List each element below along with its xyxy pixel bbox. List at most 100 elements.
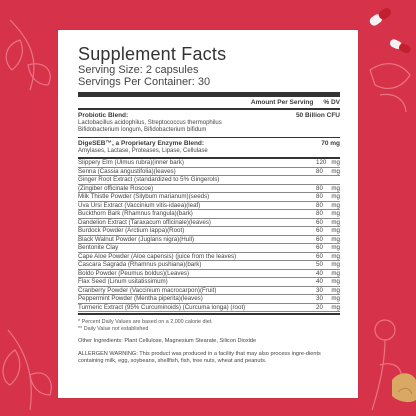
ingredient-amount: 60 mg	[316, 219, 340, 227]
ingredient-amount: 60 mg	[316, 236, 340, 244]
enzyme-list: Amylases, Lactase, Proteases, Lipase, Ce…	[78, 147, 208, 154]
ingredient-unit: mg	[331, 244, 340, 252]
ingredient-name: Uva Ursi Extract (Vaccinium vitis-idaea)…	[78, 201, 201, 209]
ingredient-qty: 60	[316, 252, 323, 260]
footnote-daily-values: * Percent Daily Values are based on a 2,…	[78, 319, 213, 326]
ingredient-unit: mg	[331, 201, 340, 209]
ingredient-qty: 60	[316, 235, 323, 243]
ingredient-amount: 80 mg	[316, 168, 340, 176]
ingredient-row: Burdock Powder (Arctium lappa)(Root) 60 mg	[78, 227, 340, 236]
ingredient-row: Peppermint Powder (Mentha piperita)(leav…	[78, 295, 340, 304]
dv-header: % DV	[323, 99, 340, 106]
ingredient-amount	[316, 176, 340, 184]
panel-content: Supplement Facts Serving Size: 2 capsule…	[78, 44, 340, 365]
ingredient-qty: 40	[316, 269, 323, 277]
ingredient-amount: 20 mg	[316, 304, 340, 312]
ingredient-unit: mg	[331, 303, 340, 311]
ingredient-row: Buckthorn Bark (Rhamnus frangula)(bark) 8…	[78, 210, 340, 219]
probiotic-blend-name: Probiotic Blend:	[78, 112, 129, 119]
ingredient-unit: mg	[331, 227, 340, 235]
enzyme-blend-amount: 70 mg	[321, 139, 340, 147]
supplement-facts-panel: Supplement Facts Serving Size: 2 capsule…	[58, 30, 358, 398]
capsule-icon	[369, 8, 392, 26]
ingredient-unit: mg	[331, 167, 340, 175]
ingredient-name: Bentonite Clay	[78, 244, 119, 252]
ingredient-name: Cascara Sagrada (Rhamnus pushiana)(bark)	[78, 261, 202, 269]
ingredient-row: Uva Ursi Extract (Vaccinium vitis-idaea)…	[78, 202, 340, 211]
ingredient-unit: mg	[331, 159, 340, 167]
ginger-sketch-top-right	[369, 63, 411, 113]
ginger-root-icon	[392, 373, 416, 403]
ingredient-name: Black Walnut Powder (Juglans nigra)(Hull…	[78, 235, 195, 243]
ingredient-name: Flax Seed (Linum usitatissimum)	[78, 278, 168, 286]
ingredient-row: Senna (Cassia angustifolia)(leaves) 80 mg	[78, 168, 340, 177]
ingredient-row: Dandelion Extract (Taraxacum officinale)…	[78, 219, 340, 228]
panel-title: Supplement Facts	[78, 44, 227, 64]
ingredient-amount: 50 mg	[316, 261, 340, 269]
ingredient-row: (Zingiber officinale Roscoe) 80 mg	[78, 185, 340, 194]
serving-size: Serving Size: 2 capsules	[78, 64, 199, 76]
servings-per-container: Servings Per Container: 30	[78, 76, 211, 88]
amount-per-serving-header: Amount Per Serving	[250, 99, 314, 106]
ingredient-unit: mg	[331, 295, 340, 303]
ingredient-name: Cranberry Powder (Vaccinium macrocarpon)…	[78, 286, 217, 294]
ingredient-row: Milk Thistle Powder (Silybum marianum)(s…	[78, 193, 340, 202]
ingredient-qty: 20	[316, 303, 323, 311]
ingredient-row: Cape Aloe Powder (Aloe capensis) (juice …	[78, 253, 340, 262]
ingredient-amount: 60 mg	[316, 253, 340, 261]
ingredient-amount: 30 mg	[316, 287, 340, 295]
ingredient-qty: 60	[316, 227, 323, 235]
ingredient-qty: 80	[316, 184, 323, 192]
ingredient-qty: 80	[316, 201, 323, 209]
ingredient-amount: 40 mg	[316, 270, 340, 278]
ingredient-amount: 30 mg	[316, 295, 340, 303]
ingredient-row: Cranberry Powder (Vaccinium macrocarpon)…	[78, 287, 340, 296]
ingredient-name: Dandelion Extract (Taraxacum officinale)…	[78, 218, 211, 226]
ingredient-qty: 50	[316, 261, 323, 269]
ingredient-name: Peppermint Powder (Mentha piperita)(leav…	[78, 295, 203, 303]
ingredient-name: Senna (Cassia angustifolia)(leaves)	[78, 167, 176, 175]
ingredient-qty: 80	[316, 193, 323, 201]
ingredient-unit: mg	[331, 269, 340, 277]
ingredient-unit: mg	[331, 278, 340, 286]
probiotic-strains-line-2: Bifidobacterium longum, Bifidobacterium …	[78, 127, 207, 134]
divider	[78, 313, 340, 316]
ingredient-row: Black Walnut Powder (Juglans nigra)(Hull…	[78, 236, 340, 245]
ingredient-name: Boldo Powder (Peumus boldus)(Leaves)	[78, 269, 190, 277]
ingredient-amount: 80 mg	[316, 202, 340, 210]
ingredient-unit: mg	[331, 218, 340, 226]
ingredient-unit: mg	[331, 210, 340, 218]
other-ingredients: Other Ingredients: Plant Cellulose, Magn…	[78, 337, 257, 344]
ingredient-qty: 30	[316, 295, 323, 303]
allergen-warning: ALLERGEN WARNING: This product was produ…	[78, 350, 321, 365]
ingredient-unit: mg	[331, 184, 340, 192]
ingredient-amount: 80 mg	[316, 210, 340, 218]
ingredient-row: Flax Seed (Linum usitatissimum) 40 mg	[78, 278, 340, 287]
ingredient-row: Cascara Sagrada (Rhamnus pushiana)(bark)…	[78, 261, 340, 270]
ingredient-row: Turmeric Extract (95% Curcuminoids) (Cur…	[78, 304, 340, 313]
divider	[78, 108, 340, 110]
ingredient-qty: 120	[316, 159, 327, 167]
ingredient-row: Slippery Elm (Ulmus rubra)(inner bark) 12…	[78, 159, 340, 168]
footnote-not-established: ** Daily Value not established	[78, 326, 149, 333]
enzyme-blend-row: DigeSEB™, a Proprietary Enzyme Blend: 70…	[78, 138, 340, 148]
ingredient-unit: mg	[331, 235, 340, 243]
ingredient-name: Ginger Root Extract (standardized to 5% …	[78, 176, 220, 184]
column-header: Amount Per Serving % DV	[78, 97, 340, 108]
ingredient-qty: 80	[316, 167, 323, 175]
ingredient-name: Buckthorn Bark (Rhamnus frangula)(bark)	[78, 210, 193, 218]
ingredient-unit: mg	[331, 193, 340, 201]
ingredient-unit: mg	[331, 286, 340, 294]
ingredient-amount: 60 mg	[316, 227, 340, 235]
flower-sketch-bottom-right	[371, 319, 402, 411]
enzyme-blend-name: DigeSEB™, a Proprietary Enzyme Blend:	[78, 139, 205, 147]
divider	[78, 157, 340, 160]
ingredient-qty: 40	[316, 278, 323, 286]
ingredient-amount: 80 mg	[316, 193, 340, 201]
ingredient-row: Boldo Powder (Peumus boldus)(Leaves) 40 mg	[78, 270, 340, 279]
divider	[78, 136, 340, 138]
ingredient-qty: 30	[316, 286, 323, 294]
ingredient-name: Cape Aloe Powder (Aloe capensis) (juice …	[78, 252, 237, 260]
ingredient-unit: mg	[331, 252, 340, 260]
ingredient-row: Ginger Root Extract (standardized to 5% …	[78, 176, 340, 185]
